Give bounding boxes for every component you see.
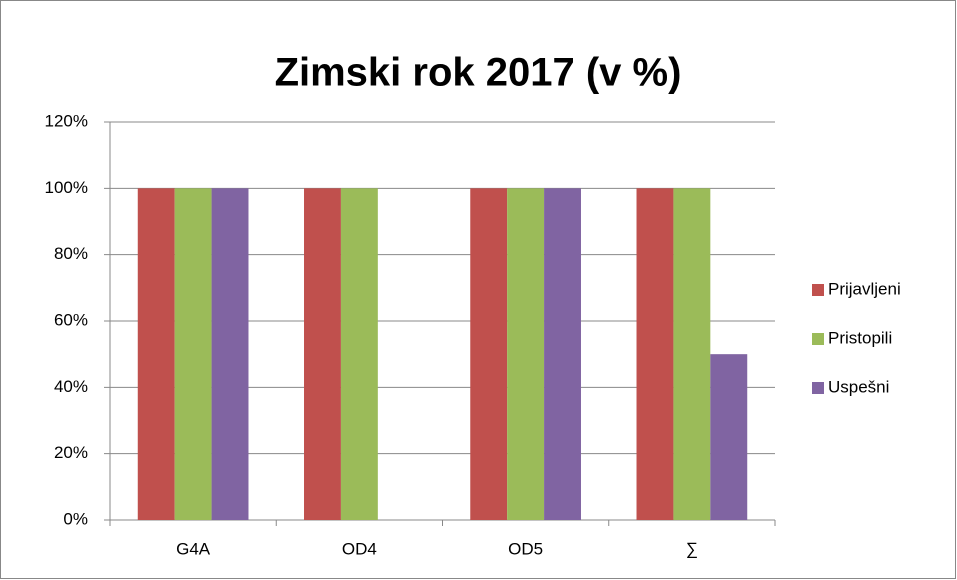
- legend-label: Prijavljeni: [828, 279, 901, 298]
- bar: [304, 188, 341, 521]
- y-tick-label: 0%: [63, 509, 88, 528]
- bar: [340, 188, 378, 521]
- legend-swatch: [812, 333, 824, 345]
- x-tick-label: G4A: [176, 539, 211, 558]
- bar: [710, 354, 748, 520]
- bar: [544, 188, 581, 521]
- chart-title: Zimski rok 2017 (v %): [275, 51, 682, 95]
- y-tick-label: 60%: [54, 310, 88, 329]
- x-tick-label: OD5: [508, 539, 543, 558]
- bar: [174, 188, 212, 521]
- y-tick-label: 120%: [45, 111, 88, 130]
- y-tick-label: 80%: [54, 244, 88, 263]
- y-tick-label: 100%: [45, 178, 88, 197]
- bar: [636, 188, 674, 521]
- bar: [507, 188, 545, 521]
- legend-label: Pristopili: [828, 328, 892, 347]
- legend-swatch: [812, 284, 824, 296]
- bar: [673, 188, 711, 521]
- legend-swatch: [812, 382, 824, 394]
- bar: [211, 188, 249, 521]
- bar: [470, 188, 508, 521]
- y-tick-label: 40%: [54, 377, 88, 396]
- bar: [137, 188, 175, 521]
- x-tick-label: OD4: [342, 539, 377, 558]
- x-tick-label: ∑: [686, 539, 698, 558]
- legend-label: Uspešni: [828, 377, 889, 396]
- y-tick-label: 20%: [54, 443, 88, 462]
